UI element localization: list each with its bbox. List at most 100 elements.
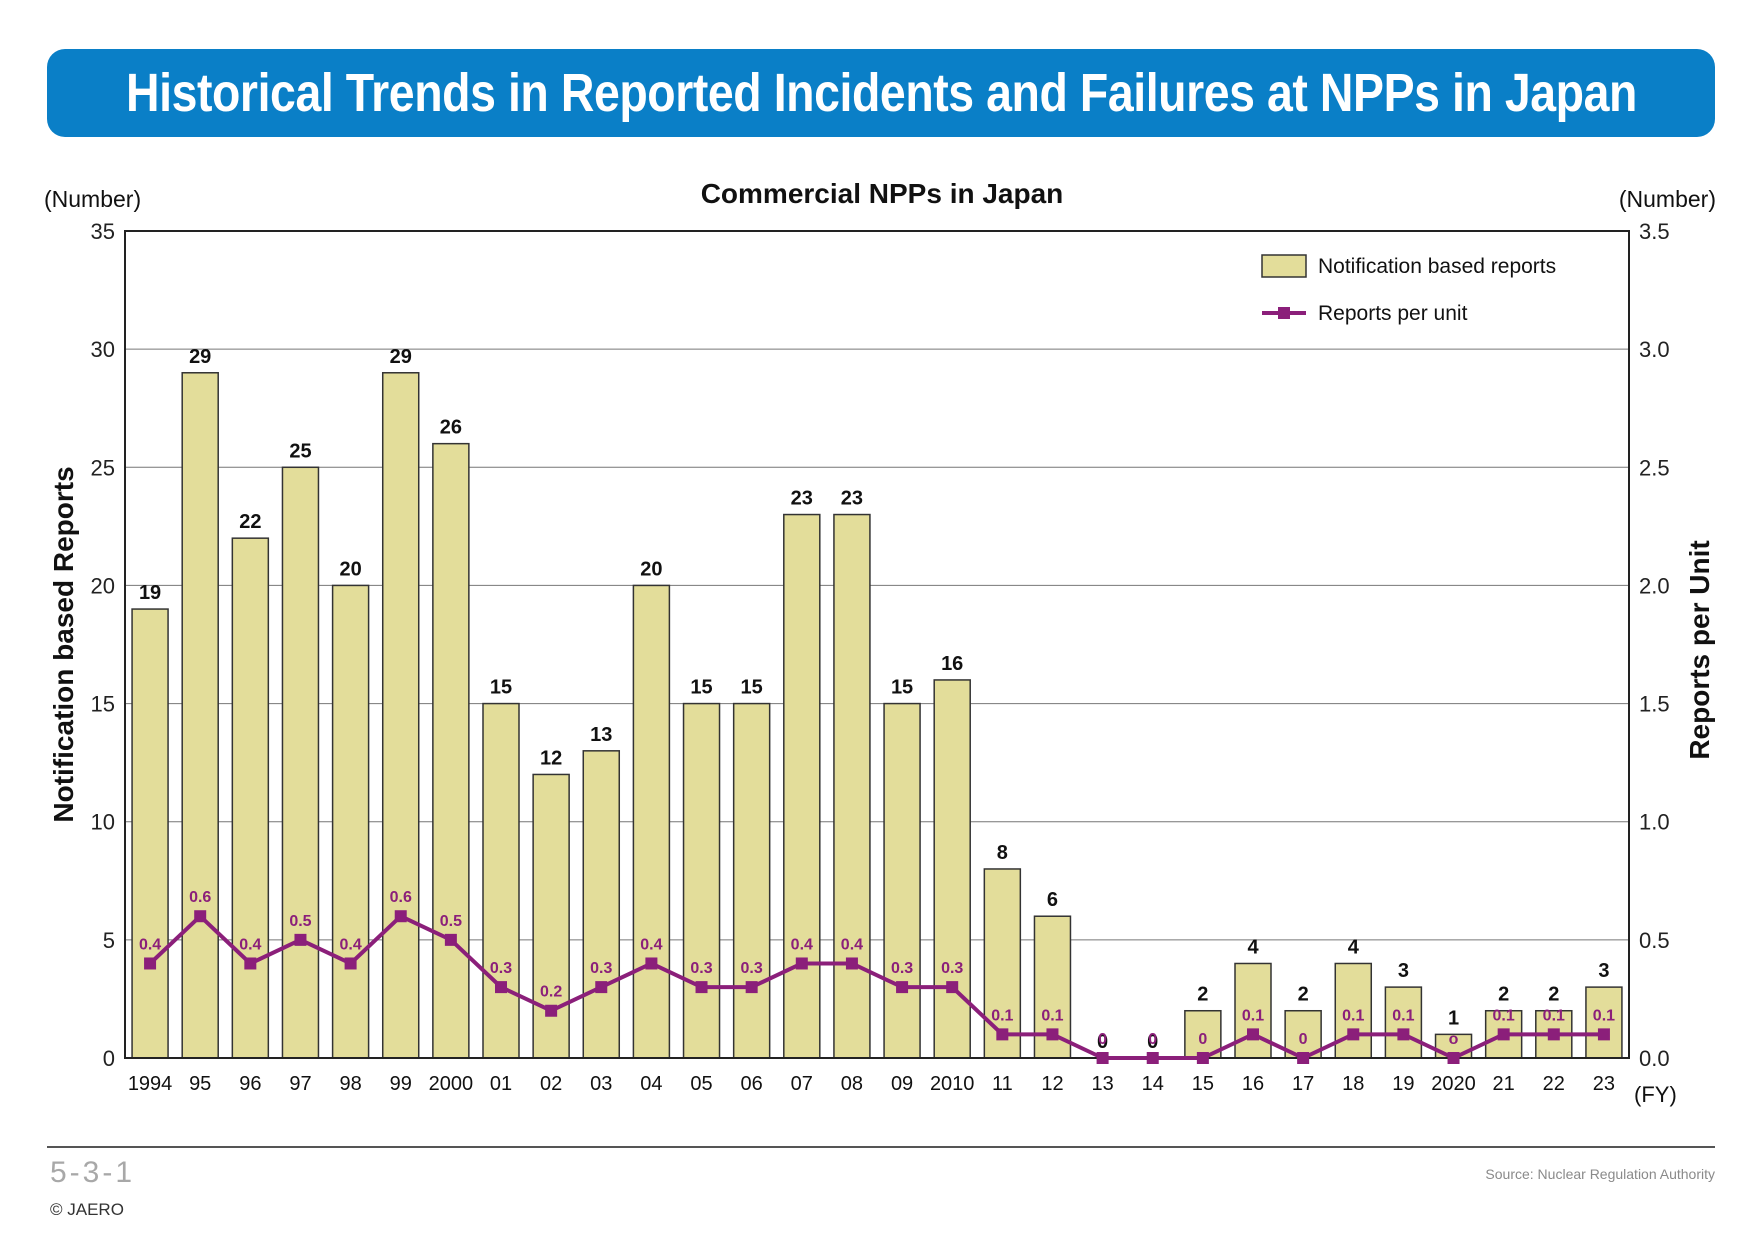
source-note: Source: Nuclear Regulation Authority: [1485, 1166, 1715, 1182]
x-tick-label: 1994: [128, 1073, 173, 1095]
line-point: [1297, 1052, 1310, 1064]
line-series: [148, 914, 1604, 1060]
line-point: [1597, 1028, 1610, 1041]
x-tick-label: 23: [1593, 1073, 1615, 1095]
plot-frame: [124, 230, 1630, 1059]
line-point: [1046, 1028, 1059, 1041]
y2-tick-label: 1.0: [1639, 810, 1670, 835]
x-tick-label: 2010: [930, 1073, 975, 1095]
bar-value-label: 2: [1298, 984, 1309, 1006]
x-tick-label: 21: [1493, 1073, 1515, 1095]
x-unit-label: (FY): [1634, 1082, 1677, 1107]
bar-value-label: 2: [1498, 984, 1509, 1006]
rate-label: 0.3: [741, 960, 763, 977]
rate-label: 0.1: [1342, 1007, 1364, 1024]
x-tick-label: 15: [1192, 1073, 1214, 1095]
bar: [432, 442, 470, 1059]
line-point: [444, 933, 457, 946]
line-point: [1247, 1028, 1259, 1041]
chart-title: Commercial NPPs in Japan: [701, 178, 1064, 209]
x-tick-label: 07: [791, 1073, 813, 1095]
bar: [381, 372, 420, 1059]
bar-value-label: 0: [1147, 1031, 1158, 1053]
bar-value-label: 29: [390, 346, 412, 368]
rate-label: o: [1449, 1031, 1459, 1048]
bar: [482, 702, 520, 1059]
bar-value-label: 19: [139, 582, 161, 604]
line-point: [645, 957, 658, 970]
x-tick-label: 22: [1543, 1073, 1565, 1095]
rate-label: 0.4: [841, 936, 863, 953]
bar-value-label: 2: [1197, 984, 1208, 1006]
x-tick-label: 08: [841, 1073, 863, 1095]
rate-label: 0.4: [791, 936, 813, 953]
y-tick-label: 25: [91, 455, 115, 480]
y2-tick-label: 2.0: [1639, 573, 1670, 598]
rate-label: 0.3: [490, 960, 512, 977]
line-point: [1096, 1052, 1109, 1064]
bar-value-label: 3: [1398, 960, 1409, 982]
bar-value-label: 29: [189, 346, 211, 368]
bar: [131, 608, 169, 1059]
x-tick-label: 96: [239, 1073, 261, 1095]
rate-label: 0.1: [1493, 1007, 1515, 1024]
line-point: [1347, 1028, 1360, 1041]
x-tick-label: 2020: [1431, 1073, 1476, 1095]
bar: [682, 702, 721, 1059]
x-tick-label: 17: [1292, 1073, 1314, 1095]
line-point: [946, 981, 959, 994]
x-tick-label: 11: [992, 1073, 1013, 1095]
line-point: [1447, 1052, 1460, 1064]
x-tick-label: 18: [1342, 1073, 1364, 1095]
bar: [632, 584, 671, 1059]
line-point: [996, 1028, 1009, 1041]
line-point: [595, 981, 608, 994]
line-point: [394, 910, 407, 923]
y2-axis-title: Reports per Unit: [1684, 540, 1715, 759]
footer-divider: [47, 1146, 1715, 1148]
line-point: [144, 957, 157, 970]
line-point: [1397, 1028, 1410, 1041]
x-tick-label: 19: [1392, 1073, 1414, 1095]
x-tick-label: 16: [1242, 1073, 1264, 1095]
y-tick-label: 0: [103, 1046, 115, 1071]
rate-label: 0: [1299, 1031, 1308, 1048]
line-point: [695, 981, 708, 994]
bar-value-label: 12: [540, 747, 562, 769]
x-tick-label: 06: [741, 1073, 763, 1095]
rate-label: 0.5: [440, 913, 462, 930]
bar-value-label: 20: [339, 558, 361, 580]
bar-value-label: 25: [289, 440, 311, 462]
line-point: [545, 1004, 558, 1017]
rate-label: 0.1: [991, 1007, 1013, 1024]
y2-tick-label: 3.0: [1639, 337, 1670, 362]
bar-value-label: 15: [690, 677, 712, 699]
y-tick-label: 10: [91, 810, 115, 835]
x-tick-label: 98: [339, 1073, 361, 1095]
rate-label: 0.3: [891, 960, 913, 977]
line-point: [845, 957, 858, 970]
bar-value-label: 26: [440, 417, 462, 439]
rate-label: 0.1: [1543, 1007, 1565, 1024]
x-tick-label: 05: [690, 1073, 712, 1095]
legend-bar-label: Notification based reports: [1318, 255, 1556, 278]
bar-value-label: 16: [941, 653, 963, 675]
x-tick-label: 02: [540, 1073, 562, 1095]
bar: [1284, 1009, 1322, 1059]
y-tick-label: 30: [91, 337, 115, 362]
bar: [1234, 962, 1272, 1059]
y-axis-title: Notification based Reports: [48, 466, 79, 822]
bar-value-label: 23: [841, 488, 863, 510]
y-tick-label: 15: [91, 692, 115, 717]
bar-value-label: 22: [239, 511, 261, 533]
bar: [331, 584, 370, 1059]
line-point: [344, 957, 357, 970]
bar-value-label: 2: [1548, 984, 1559, 1006]
bar-value-label: 0: [1097, 1031, 1108, 1053]
y2-tick-label: 0.0: [1639, 1046, 1670, 1071]
x-tick-label: 04: [640, 1073, 662, 1095]
x-tick-label: 2000: [429, 1073, 474, 1095]
y-tick-label: 20: [91, 573, 115, 598]
x-tick-label: 99: [390, 1073, 412, 1095]
line-point: [745, 981, 758, 994]
